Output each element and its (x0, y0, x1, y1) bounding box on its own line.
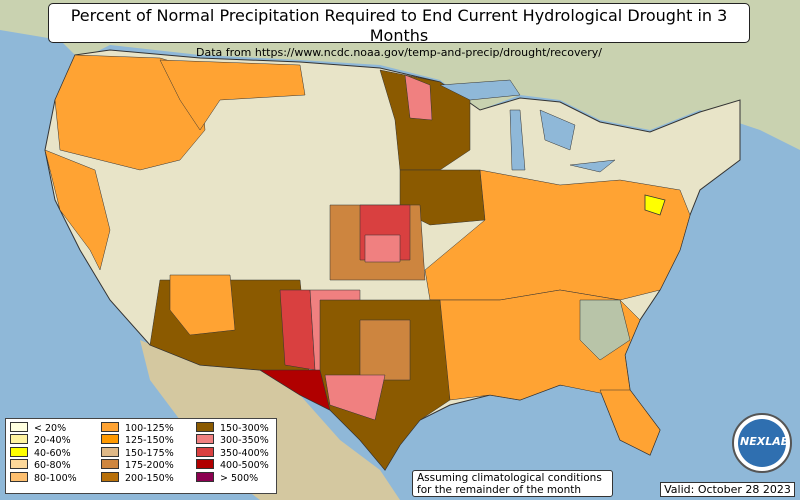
valid-date: Valid: October 28 2023 (660, 482, 795, 497)
nexlab-logo: NEXLAB (732, 413, 792, 473)
globe-icon (738, 419, 786, 467)
region-kansas-pink (364, 234, 401, 263)
legend: < 20% 20-40% 40-60% 60-80% 80-100% 100-1… (5, 418, 277, 494)
region-maryland (644, 194, 666, 216)
region-florida (599, 389, 661, 456)
note-line-2: for the remainder of the month (417, 484, 582, 496)
legend-swatch (101, 422, 119, 432)
region-east-orange (424, 169, 691, 301)
region-mn-pink (404, 74, 433, 121)
legend-item: 350-400% (196, 446, 269, 459)
legend-swatch (101, 434, 119, 445)
lake-huron (539, 109, 576, 151)
note-line-1: Assuming climatological conditions (417, 472, 602, 484)
legend-item: 400-500% (196, 459, 269, 471)
legend-item: 125-150% (101, 434, 174, 446)
region-nm-red (279, 289, 316, 371)
legend-item: < 20% (10, 422, 77, 434)
legend-swatch (10, 422, 28, 432)
assumption-note: Assuming climatological conditions for t… (412, 470, 613, 497)
legend-item: 175-200% (101, 459, 174, 471)
region-texas-tan (359, 319, 411, 381)
lake-superior (439, 79, 521, 101)
map-title: Percent of Normal Precipitation Required… (70, 6, 728, 45)
legend-item: 40-60% (10, 446, 77, 459)
legend-item: 80-100% (10, 471, 77, 484)
legend-item: 60-80% (10, 459, 77, 471)
legend-swatch (10, 446, 28, 457)
legend-item: 20-40% (10, 434, 77, 446)
region-appalachia (579, 299, 631, 361)
legend-swatch (101, 446, 119, 457)
region-ca-coast (44, 149, 111, 271)
legend-swatch (196, 434, 214, 445)
legend-swatch (196, 459, 214, 470)
legend-item: 300-350% (196, 434, 269, 446)
legend-item: 100-125% (101, 422, 174, 434)
legend-swatch (196, 422, 214, 432)
legend-swatch (10, 434, 28, 445)
legend-swatch (196, 471, 214, 482)
region-texas-pink (324, 374, 386, 421)
legend-swatch (10, 471, 28, 482)
region-montana (159, 59, 306, 131)
legend-swatch (10, 459, 28, 470)
legend-swatch (101, 471, 119, 482)
legend-swatch (101, 459, 119, 470)
lake-erie (569, 159, 616, 173)
legend-item: 150-175% (101, 446, 174, 459)
legend-item: 150-300% (196, 422, 269, 434)
title-box: Percent of Normal Precipitation Required… (48, 3, 750, 59)
legend-item: > 500% (196, 471, 269, 484)
legend-swatch (196, 446, 214, 457)
map-subtitle: Data from https://www.ncdc.noaa.gov/temp… (196, 46, 602, 59)
logo-text: NEXLAB (740, 435, 790, 448)
region-texas (319, 299, 451, 471)
legend-item: 200-150% (101, 471, 174, 484)
region-arizona (169, 274, 236, 336)
region-iowa (399, 169, 486, 226)
lake-michigan (509, 109, 526, 171)
